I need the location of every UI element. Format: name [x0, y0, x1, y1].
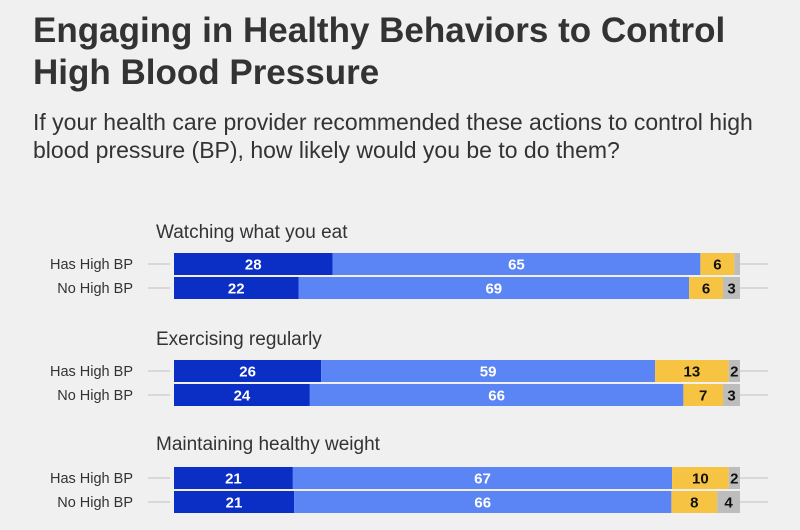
group-title: Watching what you eat [156, 222, 348, 243]
row-label: Has High BP [50, 471, 133, 487]
bar-segment [174, 467, 293, 489]
bar-segment [174, 277, 299, 299]
data-label: 22 [228, 281, 245, 298]
row-label: No High BP [57, 281, 133, 297]
data-label: 21 [226, 495, 243, 512]
data-label: 8 [690, 495, 698, 512]
bar-segment [174, 253, 333, 275]
data-label: 10 [692, 471, 709, 488]
bar-segment [292, 467, 673, 489]
bar-segment [700, 253, 735, 275]
bar-segment [294, 491, 672, 513]
data-label: 2 [730, 364, 738, 381]
data-label: 26 [239, 364, 256, 381]
row-label: No High BP [57, 495, 133, 511]
data-label: 6 [702, 281, 710, 298]
bar-segment [728, 360, 740, 382]
group-title: Maintaining healthy weight [156, 434, 381, 455]
bar-segment [671, 491, 718, 513]
data-label: 66 [474, 495, 491, 512]
row-label: Has High BP [50, 257, 133, 273]
row-label: No High BP [57, 388, 133, 404]
bar-segment [309, 384, 684, 406]
data-label: 2 [730, 471, 738, 488]
data-label: 24 [234, 388, 251, 405]
bar-segment [723, 277, 740, 299]
bar-segment [174, 360, 322, 382]
row-label: Has High BP [50, 364, 133, 380]
data-label: 65 [508, 257, 525, 274]
data-label: 28 [245, 257, 262, 274]
group-title: Exercising regularly [156, 329, 322, 350]
bar-segment [683, 384, 724, 406]
bar-segment [717, 491, 740, 513]
data-label: 66 [488, 388, 505, 405]
bar-segment [734, 253, 740, 275]
chart-subtitle: If your health care provider recommended… [33, 109, 753, 163]
bar-segment [174, 384, 310, 406]
data-label: 67 [474, 471, 491, 488]
bar-segment [689, 277, 724, 299]
bar-segment [672, 467, 729, 489]
data-label: 69 [485, 281, 502, 298]
bar-segment [655, 360, 729, 382]
bar-segment [321, 360, 656, 382]
bar-segment [298, 277, 690, 299]
bar-segment [728, 467, 740, 489]
data-label: 59 [480, 364, 497, 381]
bar-segment [332, 253, 701, 275]
data-label: 3 [727, 281, 735, 298]
data-label: 3 [727, 388, 735, 405]
bar-segment [174, 491, 295, 513]
data-label: 6 [713, 257, 721, 274]
data-label: 13 [684, 364, 701, 381]
bar-segment [723, 384, 740, 406]
data-label: 21 [225, 471, 242, 488]
chart-title: Engaging in Healthy Behaviors to Control… [33, 11, 726, 92]
data-label: 4 [724, 495, 733, 512]
data-label: 7 [699, 388, 707, 405]
